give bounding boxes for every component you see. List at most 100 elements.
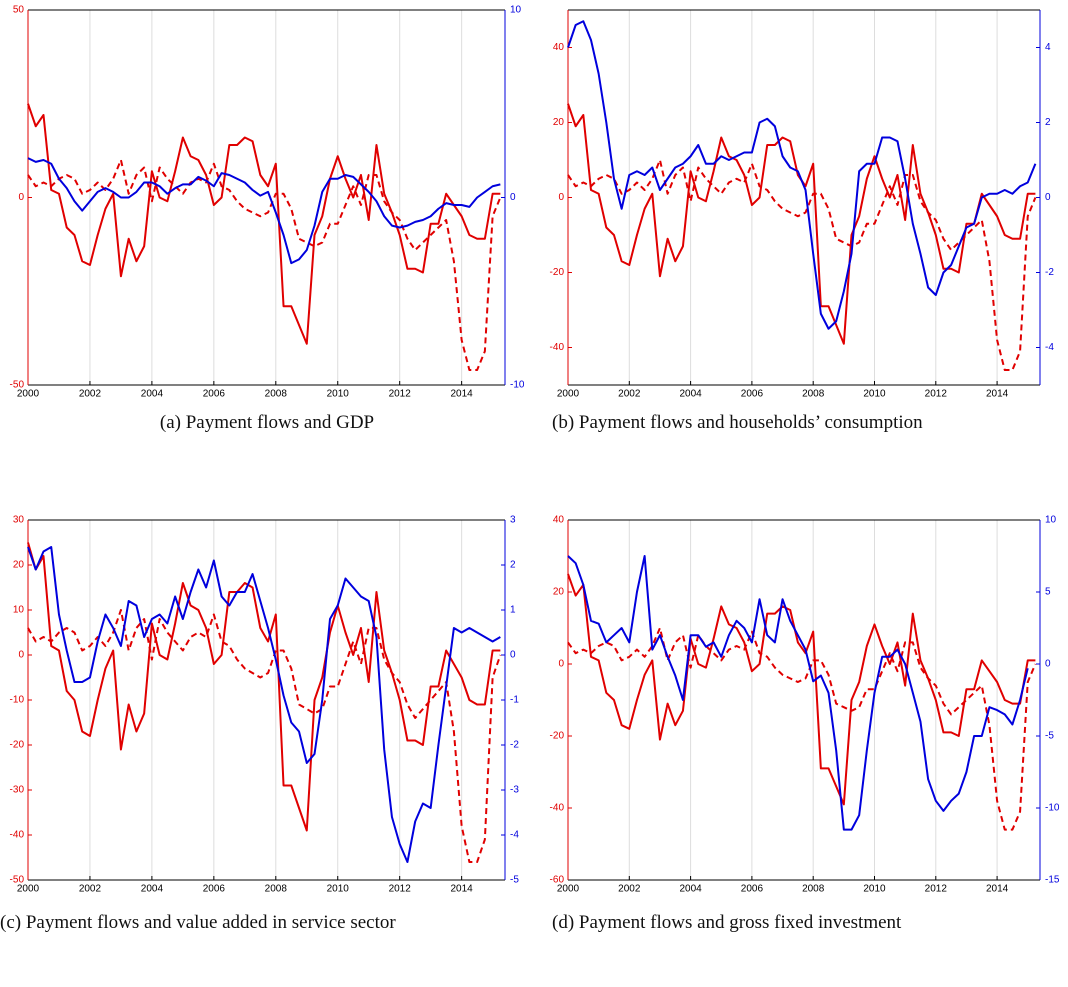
series-line [27,103,501,345]
y2-tick-label: -4 [1045,342,1054,353]
y2-tick-label: -5 [510,875,519,886]
y2-tick-label: -1 [510,695,519,706]
x-tick-label: 2014 [451,884,474,894]
x-tick-label: 2000 [17,389,40,400]
x-tick-label: 2006 [203,389,226,400]
y-tick-label: 20 [553,587,565,598]
x-tick-label: 2010 [327,884,350,894]
x-tick-label: 2010 [863,389,886,400]
y-tick-label: 0 [18,192,24,203]
panel: 2000 2002 2004 2006 2008 2010 2012 2014 -40 -20 0 2… [534,0,1068,493]
x-tick-label: 2014 [986,389,1009,400]
y2-tick-label: -2 [510,740,519,751]
x-tick-label: 2006 [203,884,226,894]
x-tick-label: 2004 [141,884,164,894]
x-tick-label: 2012 [925,389,948,400]
y2-tick-label: 5 [1045,587,1051,598]
x-tick-label: 2008 [802,884,825,894]
series-line [567,573,1036,806]
y-tick-label: -20 [10,740,25,751]
x-tick-label: 2012 [389,389,412,400]
chart: 2000 2002 2004 2006 2008 2010 2012 2014 -50 0 50 -1… [10,5,525,400]
y-tick-label: -60 [550,875,565,886]
x-tick-label: 2014 [451,389,474,400]
x-tick-label: 2002 [79,884,102,894]
chart: 2000 2002 2004 2006 2008 2010 2012 2014-40-2002… [550,9,1054,400]
y-tick-label: 0 [558,659,564,670]
y-tick-label: 50 [13,5,25,16]
y2-tick-label: 3 [510,515,516,526]
y2-tick-label: 0 [510,192,516,203]
y-tick-label: -40 [10,830,25,841]
caption: (c) Payment flows and value added in ser… [0,912,396,933]
x-tick-label: 2010 [863,884,886,894]
x-tick-label: 2000 [557,389,580,400]
y-tick-label: -10 [10,695,25,706]
y-tick-label: 20 [13,560,25,571]
y2-tick-label: -5 [1045,731,1054,742]
series-line [567,20,1037,330]
y-tick-label: -40 [550,803,565,814]
x-tick-label: 2002 [618,389,641,400]
y-tick-label: 30 [13,515,25,526]
y2-tick-label: 2 [1045,117,1051,128]
y-tick-label: 20 [553,117,565,128]
panel: 2000 2002 2004 2006 2008 2010 2012 2014 -60 -40 -2… [534,494,1068,987]
y-tick-label: -50 [10,380,25,391]
y2-tick-label: -10 [1045,803,1060,814]
series-line [567,103,1036,345]
caption: (a) Payment flows and GDP [159,412,375,433]
series-line [27,157,501,265]
x-tick-label: 2012 [389,884,412,894]
x-tick-label: 2008 [265,389,288,400]
y-tick-label: 10 [13,605,25,616]
y2-tick-label: -4 [510,830,519,841]
caption: (d) Payment flows and gross fixed invest… [552,912,902,933]
y2-tick-label: 4 [1045,42,1051,53]
series-line [27,609,502,863]
x-tick-label: 2000 [557,884,580,894]
x-tick-label: 2006 [741,884,764,894]
y-tick-label: 0 [18,650,24,661]
y2-tick-label: -10 [510,380,525,391]
x-tick-label: 2002 [79,389,102,400]
x-tick-label: 2004 [679,389,702,400]
x-tick-label: 2004 [141,389,164,400]
x-tick-label: 2008 [802,389,825,400]
y-tick-label: -20 [550,731,565,742]
y-tick-label: 40 [553,42,565,53]
x-tick-label: 2002 [618,884,641,894]
series-line [567,627,1037,831]
y-tick-label: -40 [550,342,565,353]
caption: (b) Payment flows and households’ consum… [552,412,923,433]
x-tick-label: 2000 [17,884,40,894]
x-tick-label: 2008 [265,884,288,894]
x-tick-label: 2014 [986,884,1009,894]
y-tick-label: -30 [10,785,25,796]
series-line [27,542,501,832]
chart: 2000 2002 2004 2006 2008 2010 2012 2014-50-40-3… [10,515,520,894]
y-tick-label: -50 [10,875,25,886]
series-line [567,159,1037,371]
panel: 2000 2002 2004 2006 2008 2010 2012 2014 -50 -40 -3… [0,494,534,987]
y2-tick-label: 1 [510,605,516,616]
x-tick-label: 2012 [925,884,948,894]
y-tick-label: 0 [558,192,564,203]
series-line [567,555,1029,831]
x-tick-label: 2006 [741,389,764,400]
series-line [27,546,501,863]
y2-tick-label: 10 [510,5,522,16]
y2-tick-label: -15 [1045,875,1060,886]
y2-tick-label: 0 [1045,659,1051,670]
y-tick-label: -20 [550,267,565,278]
y2-tick-label: 0 [1045,192,1051,203]
x-tick-label: 2010 [327,389,350,400]
chart: 2000 2002 2004 2006 2008 2010 2012 2014-60-40-2… [550,515,1060,894]
y-tick-label: 40 [553,515,565,526]
y2-tick-label: -3 [510,785,519,796]
x-tick-label: 2004 [679,884,702,894]
y2-tick-label: 0 [510,650,516,661]
y2-tick-label: -2 [1045,267,1054,278]
y2-tick-label: 2 [510,560,516,571]
